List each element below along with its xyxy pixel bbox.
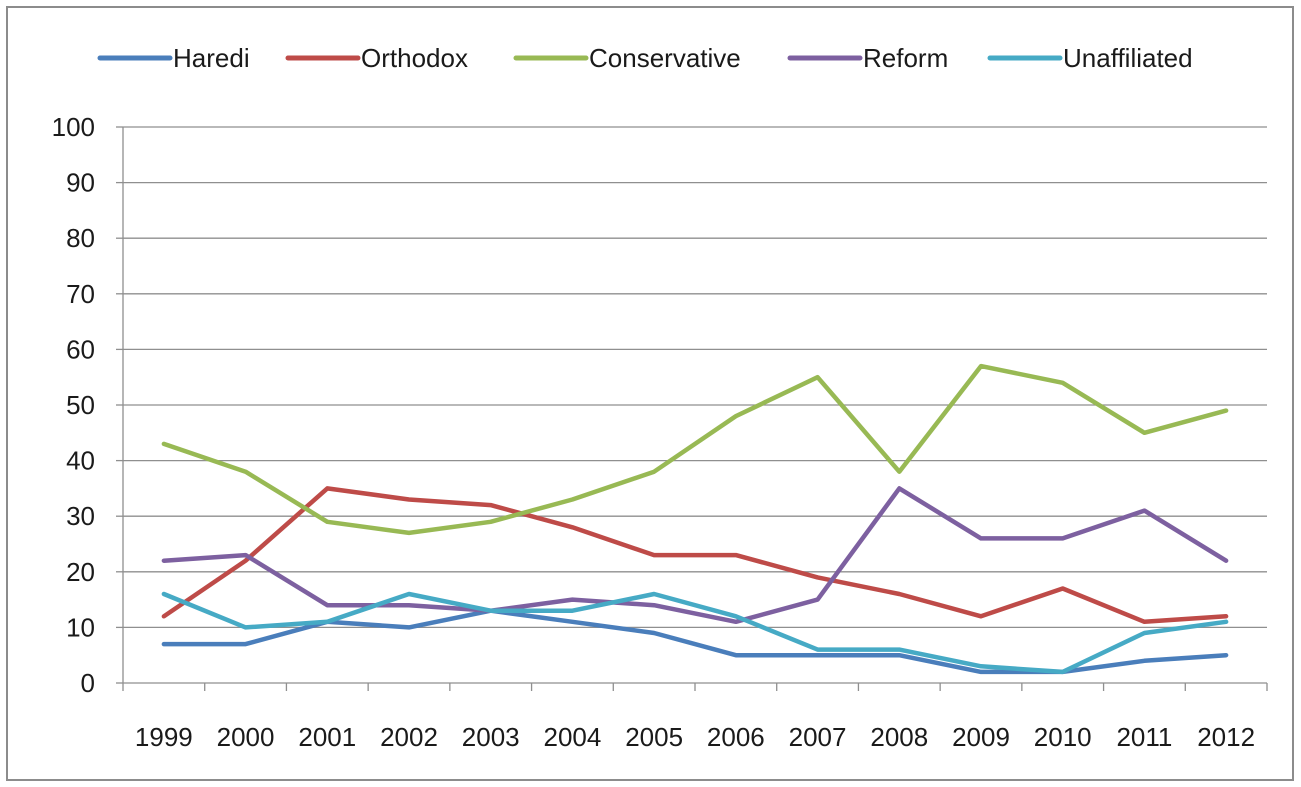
legend-label-reform: Reform (863, 43, 948, 73)
legend-label-conservative: Conservative (589, 43, 741, 73)
x-tick-label: 2003 (462, 722, 520, 752)
legend: Haredi Orthodox Conservative Reform Unaffili… (97, 43, 1193, 73)
axes (116, 126, 1268, 691)
x-tick-label: 2010 (1034, 722, 1092, 752)
legend-label-orthodox: Orthodox (361, 43, 468, 73)
x-tick-label: 2007 (789, 722, 847, 752)
series-line-conservative (161, 363, 1229, 536)
y-tick-label: 20 (66, 557, 95, 587)
x-tick-label: 2012 (1197, 722, 1255, 752)
x-tick-label: 2002 (380, 722, 438, 752)
legend-label-unaffiliated: Unaffiliated (1063, 43, 1193, 73)
series-line-reform (161, 486, 1229, 625)
y-tick-label: 60 (66, 334, 95, 364)
y-tick-label: 100 (52, 112, 95, 142)
y-tick-label: 0 (81, 668, 95, 698)
y-tick-label: 10 (66, 612, 95, 642)
y-tick-label: 30 (66, 501, 95, 531)
x-tick-label: 2000 (217, 722, 275, 752)
y-tick-label: 40 (66, 446, 95, 476)
series-line-orthodox (161, 486, 1229, 625)
x-tick-label: 2009 (952, 722, 1010, 752)
legend-label-haredi: Haredi (173, 43, 250, 73)
y-axis-tick-labels: 0 10 20 30 40 50 60 70 80 90 100 (52, 112, 95, 698)
y-tick-label: 80 (66, 223, 95, 253)
y-tick-label: 90 (66, 168, 95, 198)
x-tick-label: 2011 (1116, 722, 1172, 752)
y-tick-label: 70 (66, 279, 95, 309)
x-tick-label: 1999 (135, 722, 193, 752)
series-lines (161, 363, 1229, 675)
y-tick-label: 50 (66, 390, 95, 420)
x-axis-tick-labels: 1999 2000 2001 2002 2003 2004 2005 2006 2007 2008… (135, 722, 1255, 752)
x-tick-label: 2008 (870, 722, 928, 752)
x-tick-label: 2004 (544, 722, 602, 752)
x-tick-label: 2005 (625, 722, 683, 752)
series-line-unaffiliated (161, 591, 1229, 675)
x-tick-label: 2006 (707, 722, 765, 752)
gridlines (123, 126, 1267, 629)
x-tick-label: 2001 (298, 722, 356, 752)
